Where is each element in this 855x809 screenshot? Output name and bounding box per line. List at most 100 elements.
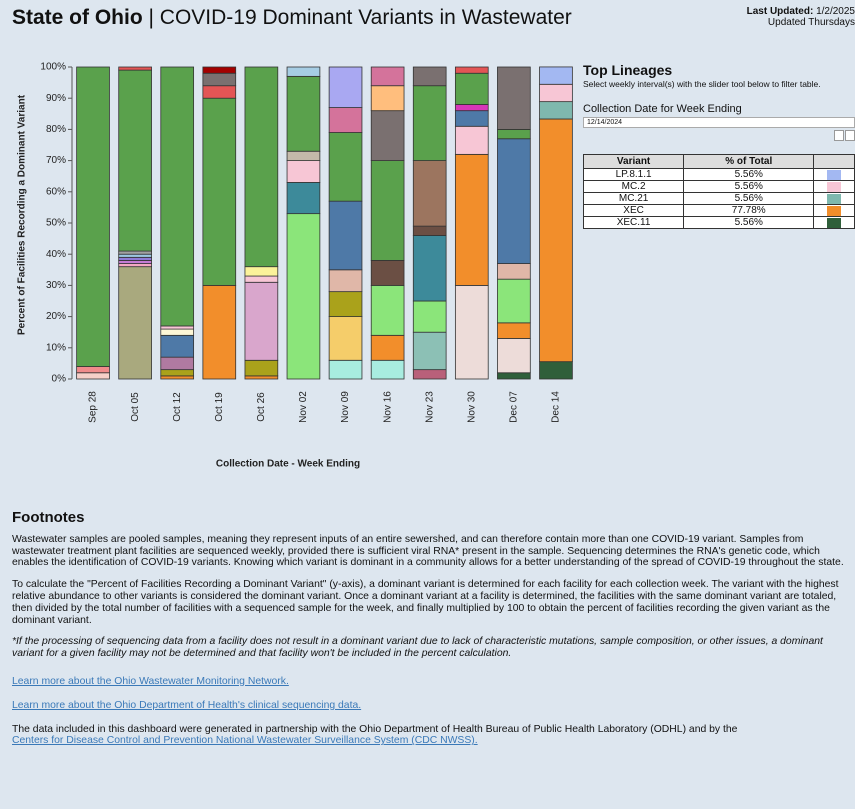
bar-segment — [497, 263, 531, 280]
table-cell: 5.56% — [683, 180, 815, 193]
table-cell: 5.56% — [683, 168, 815, 181]
panel-subtitle: Select weekly interval(s) with the slide… — [583, 79, 821, 89]
x-tick-label: Nov 02 — [298, 391, 309, 423]
bar-segment — [412, 300, 447, 333]
x-tick-label: Nov 09 — [340, 391, 351, 423]
color-swatch — [827, 169, 842, 180]
header-cell — [813, 154, 855, 169]
bar-segment — [202, 97, 237, 286]
y-tick-label: 70% — [46, 155, 66, 166]
bar-segment — [370, 85, 405, 112]
swatch-cell — [813, 168, 855, 181]
bar-segment — [539, 118, 573, 363]
bar-segment — [370, 334, 405, 361]
link[interactable]: Centers for Disease Control and Preventi… — [12, 735, 478, 747]
bar-segment — [497, 129, 531, 140]
bar-segment — [286, 66, 321, 77]
note: *If the processing of sequencing data fr… — [12, 636, 823, 660]
x-tick-label: Oct 26 — [256, 392, 267, 422]
bar-segment — [412, 331, 447, 371]
paragraph: Wastewater samples are pooled samples, m… — [12, 533, 844, 569]
bar-segment — [412, 160, 447, 227]
swatch-cell — [813, 180, 855, 193]
bar-segment — [286, 213, 321, 380]
bar-segment — [370, 160, 405, 261]
page-title: State of Ohio | COVID-19 Dominant Varian… — [12, 6, 572, 30]
bar-segment — [244, 281, 279, 361]
bar-segment — [118, 69, 152, 252]
table-cell: 5.56% — [683, 192, 815, 205]
link[interactable]: Learn more about the Ohio Department of … — [12, 699, 362, 711]
bar-segment — [328, 66, 363, 108]
prev-button[interactable] — [834, 130, 844, 141]
bar-segment — [497, 372, 531, 380]
swatch-cell — [813, 192, 855, 205]
bar-segment — [539, 361, 573, 380]
bar-segment — [370, 260, 405, 286]
bar-segment — [286, 150, 321, 161]
bar-segment — [328, 291, 363, 317]
bar-segment — [118, 266, 152, 380]
top-lineages-panel: Top Lineages Select weekly interval(s) w… — [583, 62, 855, 229]
bar-segment — [244, 275, 279, 283]
bar-segment — [370, 284, 405, 336]
y-tick-label: 80% — [46, 124, 66, 135]
table-row: XEC 77.78% — [583, 204, 855, 217]
table-cell: LP.8.1.1 — [583, 168, 685, 181]
table-cell: 5.56% — [683, 216, 815, 229]
x-tick-label: Dec 14 — [551, 391, 562, 423]
bar-segment — [244, 375, 279, 380]
bar-segment — [454, 125, 489, 155]
swatch-cell — [813, 204, 855, 217]
chart: Percent of Facilities Recording a Domina… — [17, 62, 573, 470]
bar-segment — [412, 85, 447, 161]
bar-segment — [539, 83, 573, 103]
header-cell: Variant — [583, 154, 685, 169]
y-tick-label: 20% — [46, 311, 66, 322]
credit: The data included in this dashboard were… — [12, 724, 855, 748]
table-row: XEC.11 5.56% — [583, 216, 855, 229]
swatch-cell — [813, 216, 855, 229]
bar-segment — [370, 359, 405, 380]
bar-segment — [160, 334, 195, 358]
color-swatch — [827, 193, 842, 204]
date-label: Collection Date for Week Ending — [583, 103, 742, 115]
bar-segment — [244, 66, 279, 268]
bar-segment — [539, 101, 573, 120]
link[interactable]: Learn more about the Ohio Wastewater Mon… — [12, 675, 289, 687]
bar-segment — [454, 104, 489, 112]
bar-segment — [412, 66, 447, 87]
bar-segment — [454, 284, 489, 380]
table-cell: MC.21 — [583, 192, 685, 205]
paragraph: To calculate the "Percent of Facilities … — [12, 579, 839, 626]
bar-segment — [286, 75, 321, 152]
bar-segment — [328, 359, 363, 380]
footnotes: Footnotes Wastewater samples are pooled … — [12, 510, 855, 748]
bar-segment — [328, 316, 363, 361]
bar-segment — [328, 132, 363, 202]
x-tick-label: Dec 07 — [509, 391, 520, 423]
bar-segment — [286, 182, 321, 215]
table-cell: 77.78% — [683, 204, 815, 217]
x-tick-label: Sep 28 — [88, 391, 99, 423]
next-button[interactable] — [845, 130, 855, 141]
bar-segment — [328, 107, 363, 133]
bar-segment — [497, 66, 531, 130]
bar-segment — [160, 66, 195, 327]
y-tick-label: 10% — [46, 342, 66, 353]
bar-segment — [118, 250, 152, 255]
x-tick-label: Oct 19 — [214, 392, 225, 422]
y-tick-label: 40% — [46, 249, 66, 260]
table-cell: XEC — [583, 204, 685, 217]
date-input[interactable]: 12/14/2024 — [583, 117, 855, 128]
y-tick-label: 100% — [40, 62, 66, 73]
update-label: Last Updated: — [746, 6, 814, 17]
bar-segment — [412, 235, 447, 302]
color-swatch — [827, 181, 842, 192]
y-tick-label: 0% — [52, 374, 67, 385]
bar-segment — [118, 260, 152, 264]
table-row: MC.2 5.56% — [583, 180, 855, 193]
bar-segment — [202, 284, 237, 380]
bar-segment — [454, 72, 489, 105]
x-tick-label: Oct 05 — [130, 392, 141, 422]
